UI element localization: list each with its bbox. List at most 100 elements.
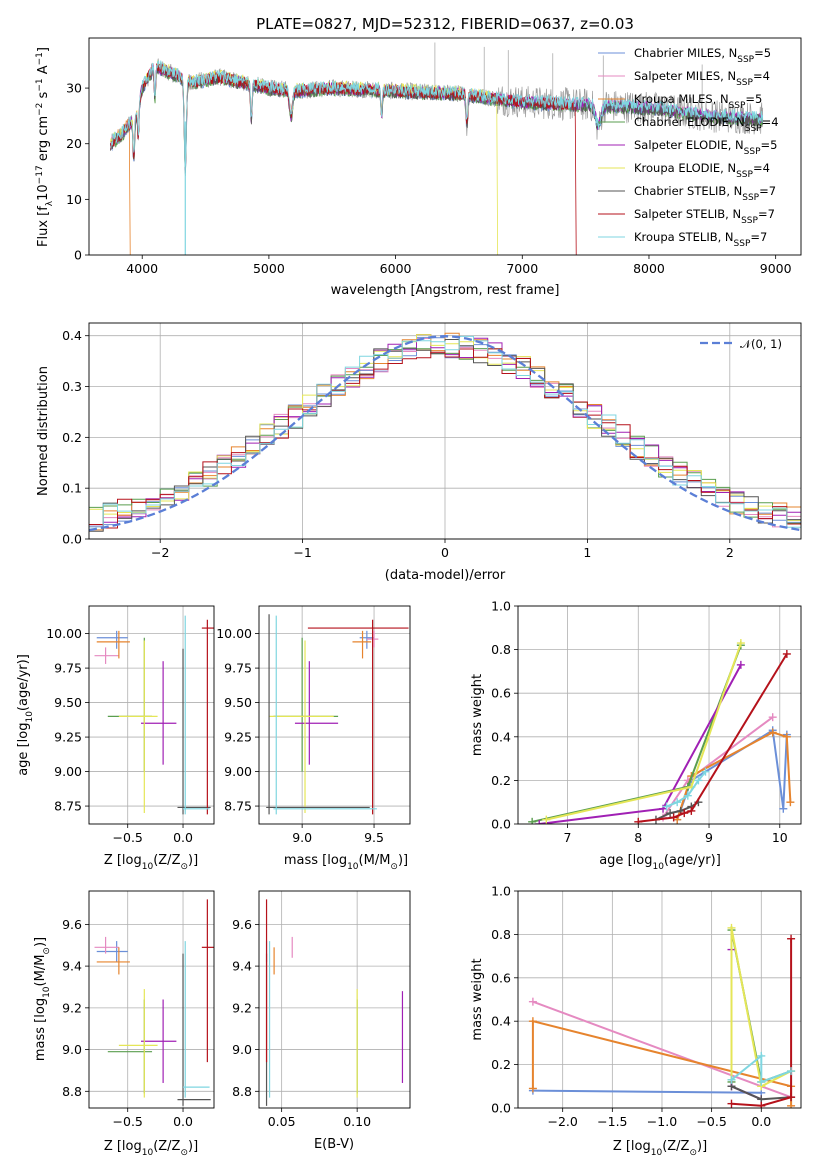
x-tick-label: 9.5 — [364, 830, 384, 845]
x-tick-label: 6000 — [380, 261, 412, 276]
y-tick-label: 8.8 — [62, 1084, 82, 1099]
y-tick-label: 10.00 — [216, 626, 252, 641]
y-tick-label: 9.00 — [224, 764, 252, 779]
y-tick-label: 9.6 — [62, 917, 82, 932]
y-axis-label: Flux [fλ10−17 erg cm−2 s−1 A−1] — [35, 47, 55, 247]
plus-marker — [787, 1067, 796, 1076]
errorbar-point — [269, 640, 334, 813]
errorbar-point — [94, 647, 119, 664]
axes-frame — [88, 322, 802, 540]
legend-label: Chabrier STELIB, NSSP=7 — [634, 184, 776, 203]
y-tick-label: 9.75 — [54, 661, 82, 676]
errorbar-point — [94, 936, 119, 954]
plus-marker — [528, 997, 537, 1006]
y-tick-label: 0 — [74, 248, 82, 263]
y-tick-label: 9.4 — [62, 959, 82, 974]
y-axis-label: age [log10(age/yr)] — [16, 654, 35, 776]
axes-frame — [88, 605, 215, 825]
figure-title: PLATE=0827, MJD=52312, FIBERID=0637, z=0… — [256, 15, 634, 33]
plus-marker — [757, 1101, 766, 1108]
errorbar-point — [183, 941, 210, 1098]
x-tick-label: 0.05 — [268, 1114, 296, 1129]
x-tick-label: 2 — [726, 545, 734, 560]
x-axis-label: age [log10(age/yr)] — [599, 853, 721, 872]
y-tick-label: 0.2 — [491, 1057, 511, 1072]
y-tick-label: 1.0 — [491, 884, 511, 899]
y-tick-label: 9.0 — [62, 1042, 82, 1057]
plus-marker — [779, 804, 788, 813]
errorbar-point — [118, 989, 158, 1098]
plus-marker — [768, 728, 777, 737]
grid-lines — [259, 891, 410, 1108]
y-tick-label: 9.2 — [232, 1000, 252, 1015]
y-tick-label: 20 — [66, 136, 82, 151]
weight-series-line — [730, 1053, 792, 1084]
x-axis-label: Z [log10(Z/Z⊙)] — [104, 1139, 198, 1158]
x-axis-label: wavelength [Angstrom, rest frame] — [331, 283, 560, 298]
panel-mass-vs-z: −0.5 0.0 8.8 9.0 9.2 9.4 9.6 Z [log10(Z/Z⊙)] mas… — [33, 890, 215, 1158]
errorbar-point — [273, 637, 339, 772]
plus-marker — [687, 806, 696, 815]
weight-series-line — [730, 927, 792, 1088]
errorbar-point — [266, 614, 370, 815]
weight-series — [528, 1086, 766, 1097]
x-tick-label: −1 — [293, 545, 311, 560]
panel-age-vs-mass: 9.0 9.5 8.75 9.00 9.25 9.50 9.75 10.00 mass [log… — [216, 605, 411, 872]
errorbar-point — [96, 947, 130, 975]
axis-ticks: 9.0 9.5 8.75 9.00 9.25 9.50 9.75 10.00 — [216, 626, 384, 845]
x-tick-label: 5000 — [253, 261, 285, 276]
y-tick-label: 0.0 — [62, 532, 82, 547]
x-tick-label: 4000 — [126, 261, 158, 276]
x-tick-label: 9 — [705, 830, 713, 845]
normal-reference-curve — [89, 335, 801, 532]
y-tick-label: 9.0 — [232, 1042, 252, 1057]
plus-marker — [787, 1101, 796, 1108]
weight-series — [727, 1051, 796, 1086]
x-tick-label: −1.0 — [647, 1114, 677, 1129]
x-tick-label: 8000 — [633, 261, 665, 276]
grid-lines — [259, 606, 410, 824]
axes-frame — [517, 605, 802, 825]
y-tick-label: 0.6 — [491, 970, 511, 985]
y-tick-label: 9.50 — [224, 695, 252, 710]
errorbar-point — [96, 630, 130, 659]
plot-area — [94, 615, 214, 815]
x-tick-label: 0 — [441, 545, 449, 560]
plus-marker — [669, 813, 678, 822]
y-tick-label: 8.75 — [54, 799, 82, 814]
panel-weight-vs-age: 7 8 9 10 0.0 0.2 0.4 0.6 0.8 1.0 age [log10(age/yr… — [470, 599, 802, 872]
plus-marker — [782, 649, 791, 658]
y-axis-label: mass [log10(M/M⊙)] — [33, 937, 52, 1061]
plus-marker — [757, 1077, 766, 1086]
weight-series-line — [546, 642, 742, 821]
x-axis-label: mass [log10(M/M⊙)] — [284, 853, 408, 872]
axis-ticks: 0.05 0.10 8.8 9.0 9.2 9.4 9.6 — [232, 917, 371, 1129]
plus-marker — [673, 798, 682, 807]
x-tick-label: −1.5 — [597, 1114, 627, 1129]
plot-area — [266, 614, 409, 815]
x-tick-label: 0.0 — [751, 1114, 771, 1129]
plot-area — [89, 332, 801, 532]
y-tick-label: 0.0 — [491, 1101, 511, 1116]
plus-marker — [634, 817, 643, 824]
axis-ticks: −0.5 0.0 8.8 9.0 9.2 9.4 9.6 — [62, 917, 193, 1129]
panel-spectrum: 4000 5000 6000 7000 8000 9000 0 10 20 30 Chabrier … — [35, 37, 802, 298]
plus-marker — [542, 815, 551, 824]
y-tick-label: 0.2 — [62, 430, 82, 445]
weight-series — [727, 934, 796, 1108]
x-axis-label: Z [log10(Z/Z⊙)] — [104, 853, 198, 872]
plus-marker — [694, 776, 703, 785]
x-tick-label: −2.0 — [548, 1114, 578, 1129]
y-tick-label: 30 — [66, 81, 82, 96]
weight-series-line — [539, 664, 742, 824]
plus-marker — [535, 820, 544, 824]
x-tick-label: 0.0 — [173, 830, 193, 845]
panel-residuals: −2 −1 0 1 2 0.0 0.1 0.2 0.3 0.4 𝒩(0, 1) (data-model… — [36, 322, 802, 583]
plus-marker — [768, 713, 777, 722]
y-axis-label: Normed distribution — [36, 366, 51, 496]
plot-area — [110, 42, 764, 255]
y-tick-label: 10 — [66, 192, 82, 207]
axis-ticks: −0.5 0.0 8.75 9.00 9.25 9.50 9.75 10.00 — [46, 626, 193, 845]
weight-series — [634, 649, 791, 824]
